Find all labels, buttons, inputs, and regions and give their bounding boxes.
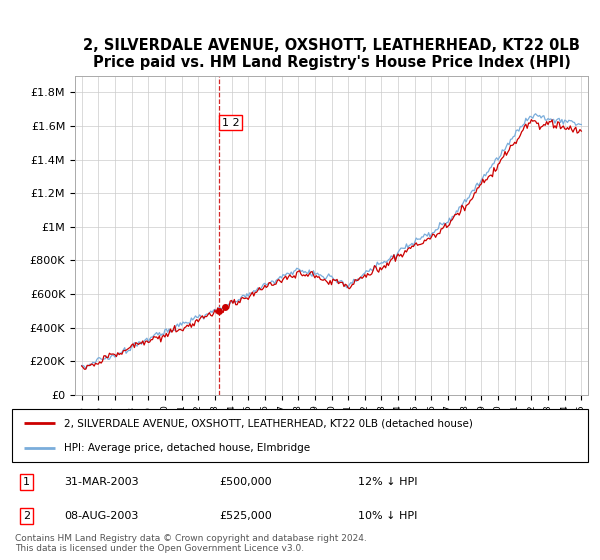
Text: 08-AUG-2003: 08-AUG-2003	[64, 511, 138, 521]
Text: 2, SILVERDALE AVENUE, OXSHOTT, LEATHERHEAD, KT22 0LB (detached house): 2, SILVERDALE AVENUE, OXSHOTT, LEATHERHE…	[64, 418, 473, 428]
Title: 2, SILVERDALE AVENUE, OXSHOTT, LEATHERHEAD, KT22 0LB
Price paid vs. HM Land Regi: 2, SILVERDALE AVENUE, OXSHOTT, LEATHERHE…	[83, 38, 580, 70]
Text: Contains HM Land Registry data © Crown copyright and database right 2024.
This d: Contains HM Land Registry data © Crown c…	[15, 534, 367, 553]
Text: £500,000: £500,000	[220, 477, 272, 487]
Text: £525,000: £525,000	[220, 511, 272, 521]
Text: HPI: Average price, detached house, Elmbridge: HPI: Average price, detached house, Elmb…	[64, 442, 310, 452]
Text: 10% ↓ HPI: 10% ↓ HPI	[358, 511, 417, 521]
Text: 2: 2	[23, 511, 30, 521]
Text: 1 2: 1 2	[221, 118, 239, 128]
Text: 31-MAR-2003: 31-MAR-2003	[64, 477, 139, 487]
Text: 12% ↓ HPI: 12% ↓ HPI	[358, 477, 417, 487]
FancyBboxPatch shape	[12, 409, 588, 462]
Text: 1: 1	[23, 477, 30, 487]
